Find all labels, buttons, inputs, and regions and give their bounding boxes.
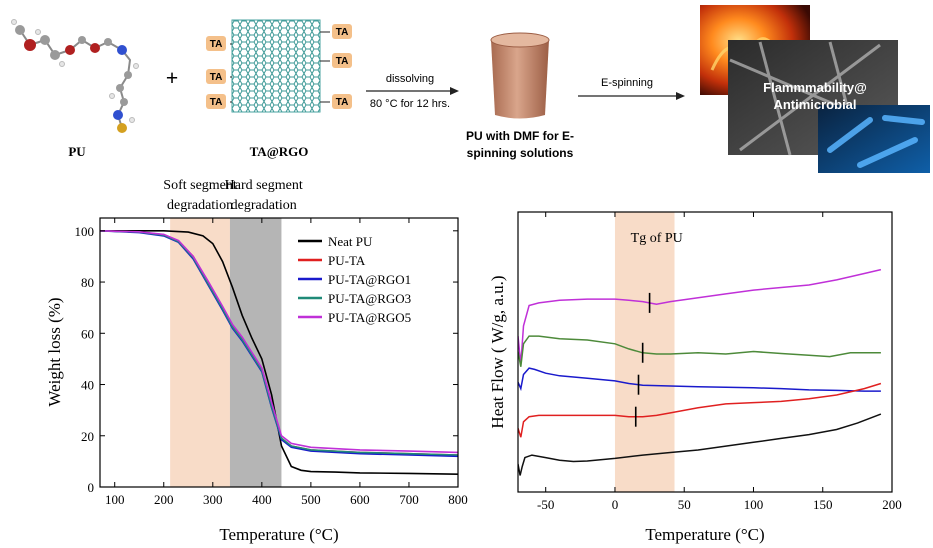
series-line-pu-ta-rgo5 [100,230,458,454]
ta-tag-label: TA [336,56,349,67]
x-tick-label: 300 [203,492,223,507]
x-tick-label: 700 [399,492,419,507]
x-tick-label: 100 [744,497,764,512]
dsc-plot-frame [517,211,893,493]
series-line-neat-pu [100,230,458,475]
tg-band [614,212,675,492]
x-tick-label: 200 [154,492,174,507]
x-tick-label: 150 [813,497,833,512]
graphene-sheet-illustration [230,19,330,113]
dsc-series-line-pu-ta [518,382,882,438]
tga-chart: Soft segment degradation Hard segment de… [45,178,468,544]
photo-caption-line1: Flammmability@ [763,80,867,95]
x-tick-label: 600 [350,492,370,507]
tga-x-axis-label: Temperature (°C) [219,525,338,544]
dissolving-label: dissolving [386,73,434,85]
plus-sign: + [166,65,179,90]
tga-legend: Neat PU PU-TA PU-TA@RGO1 PU-TA@RGO3 PU-TA@RG… [298,234,411,325]
y-tick-label: 100 [75,224,95,239]
x-tick-label: 0 [612,497,619,512]
beaker-illustration [490,32,550,119]
soft-segment-annotation-line2: degradation [167,198,233,213]
x-tick-label: 400 [252,492,272,507]
x-tick-label: 500 [301,492,321,507]
tg-annotation: Tg of PU [631,231,683,246]
legend-label-neat-pu: Neat PU [328,234,373,249]
dsc-series-line-pu-ta-rgo5 [518,268,882,365]
y-tick-label: 0 [88,480,95,495]
x-tick-label: 200 [882,497,902,512]
ta-tag-group: TA TA TA TA TA TA [206,24,352,109]
graphene-label: TA@RGO [250,144,309,159]
legend-label-pu-ta-rgo3: PU-TA@RGO3 [328,291,411,306]
y-tick-label: 80 [81,275,94,290]
dsc-series-line-pu-ta-rgo3 [518,335,881,367]
dissolving-condition-label: 80 °C for 12 hrs. [370,98,450,110]
hard-segment-annotation-line2: degradation [231,198,297,213]
hard-segment-band [229,218,282,487]
dsc-series-line-neat-pu [518,413,882,476]
ta-tag-label: TA [210,72,223,83]
tga-y-axis-label: Weight loss (%) [45,297,64,406]
ta-tag-label: TA [336,97,349,108]
legend-label-pu-ta: PU-TA [328,253,366,268]
soft-segment-annotation-line1: Soft segment [163,178,237,193]
x-tick-label: 100 [105,492,125,507]
dsc-chart: Tg of PU -50 0 50 100 150 200 Temperature (°C… [488,211,902,544]
espinning-label: E-spinning [601,77,653,89]
soft-segment-band [170,218,230,487]
tga-plot-frame [99,217,459,488]
ta-tag-label: TA [336,27,349,38]
y-tick-label: 40 [81,378,94,393]
ta-tag-label: TA [210,97,223,108]
beaker-label-line1: PU with DMF for E- [466,129,574,143]
dissolving-arrow [366,87,459,95]
legend-label-pu-ta-rgo5: PU-TA@RGO5 [328,310,411,325]
x-tick-label: -50 [537,497,554,512]
series-line-pu-ta-rgo3 [100,230,458,456]
dsc-y-axis-label: Heat Flow ( W/g, a.u.) [488,275,507,428]
pu-label: PU [68,144,86,159]
y-tick-label: 60 [81,326,94,341]
espinning-arrow [578,92,685,100]
x-tick-label: 800 [448,492,468,507]
legend-label-pu-ta-rgo1: PU-TA@RGO1 [328,272,411,287]
photo-caption-line2: Antimicrobial [773,97,856,112]
x-tick-label: 50 [678,497,691,512]
dsc-series-line-pu-ta-rgo1 [518,367,881,392]
dsc-x-axis-label: Temperature (°C) [645,525,764,544]
pu-molecule-illustration [11,19,139,133]
beaker-label-line2: spinning solutions [467,146,574,160]
ta-tag-label: TA [210,39,223,50]
y-tick-label: 20 [81,429,94,444]
properties-photo-collage: Flammmability@ Antimicrobial [700,5,930,173]
hard-segment-annotation-line1: Hard segment [225,178,303,193]
